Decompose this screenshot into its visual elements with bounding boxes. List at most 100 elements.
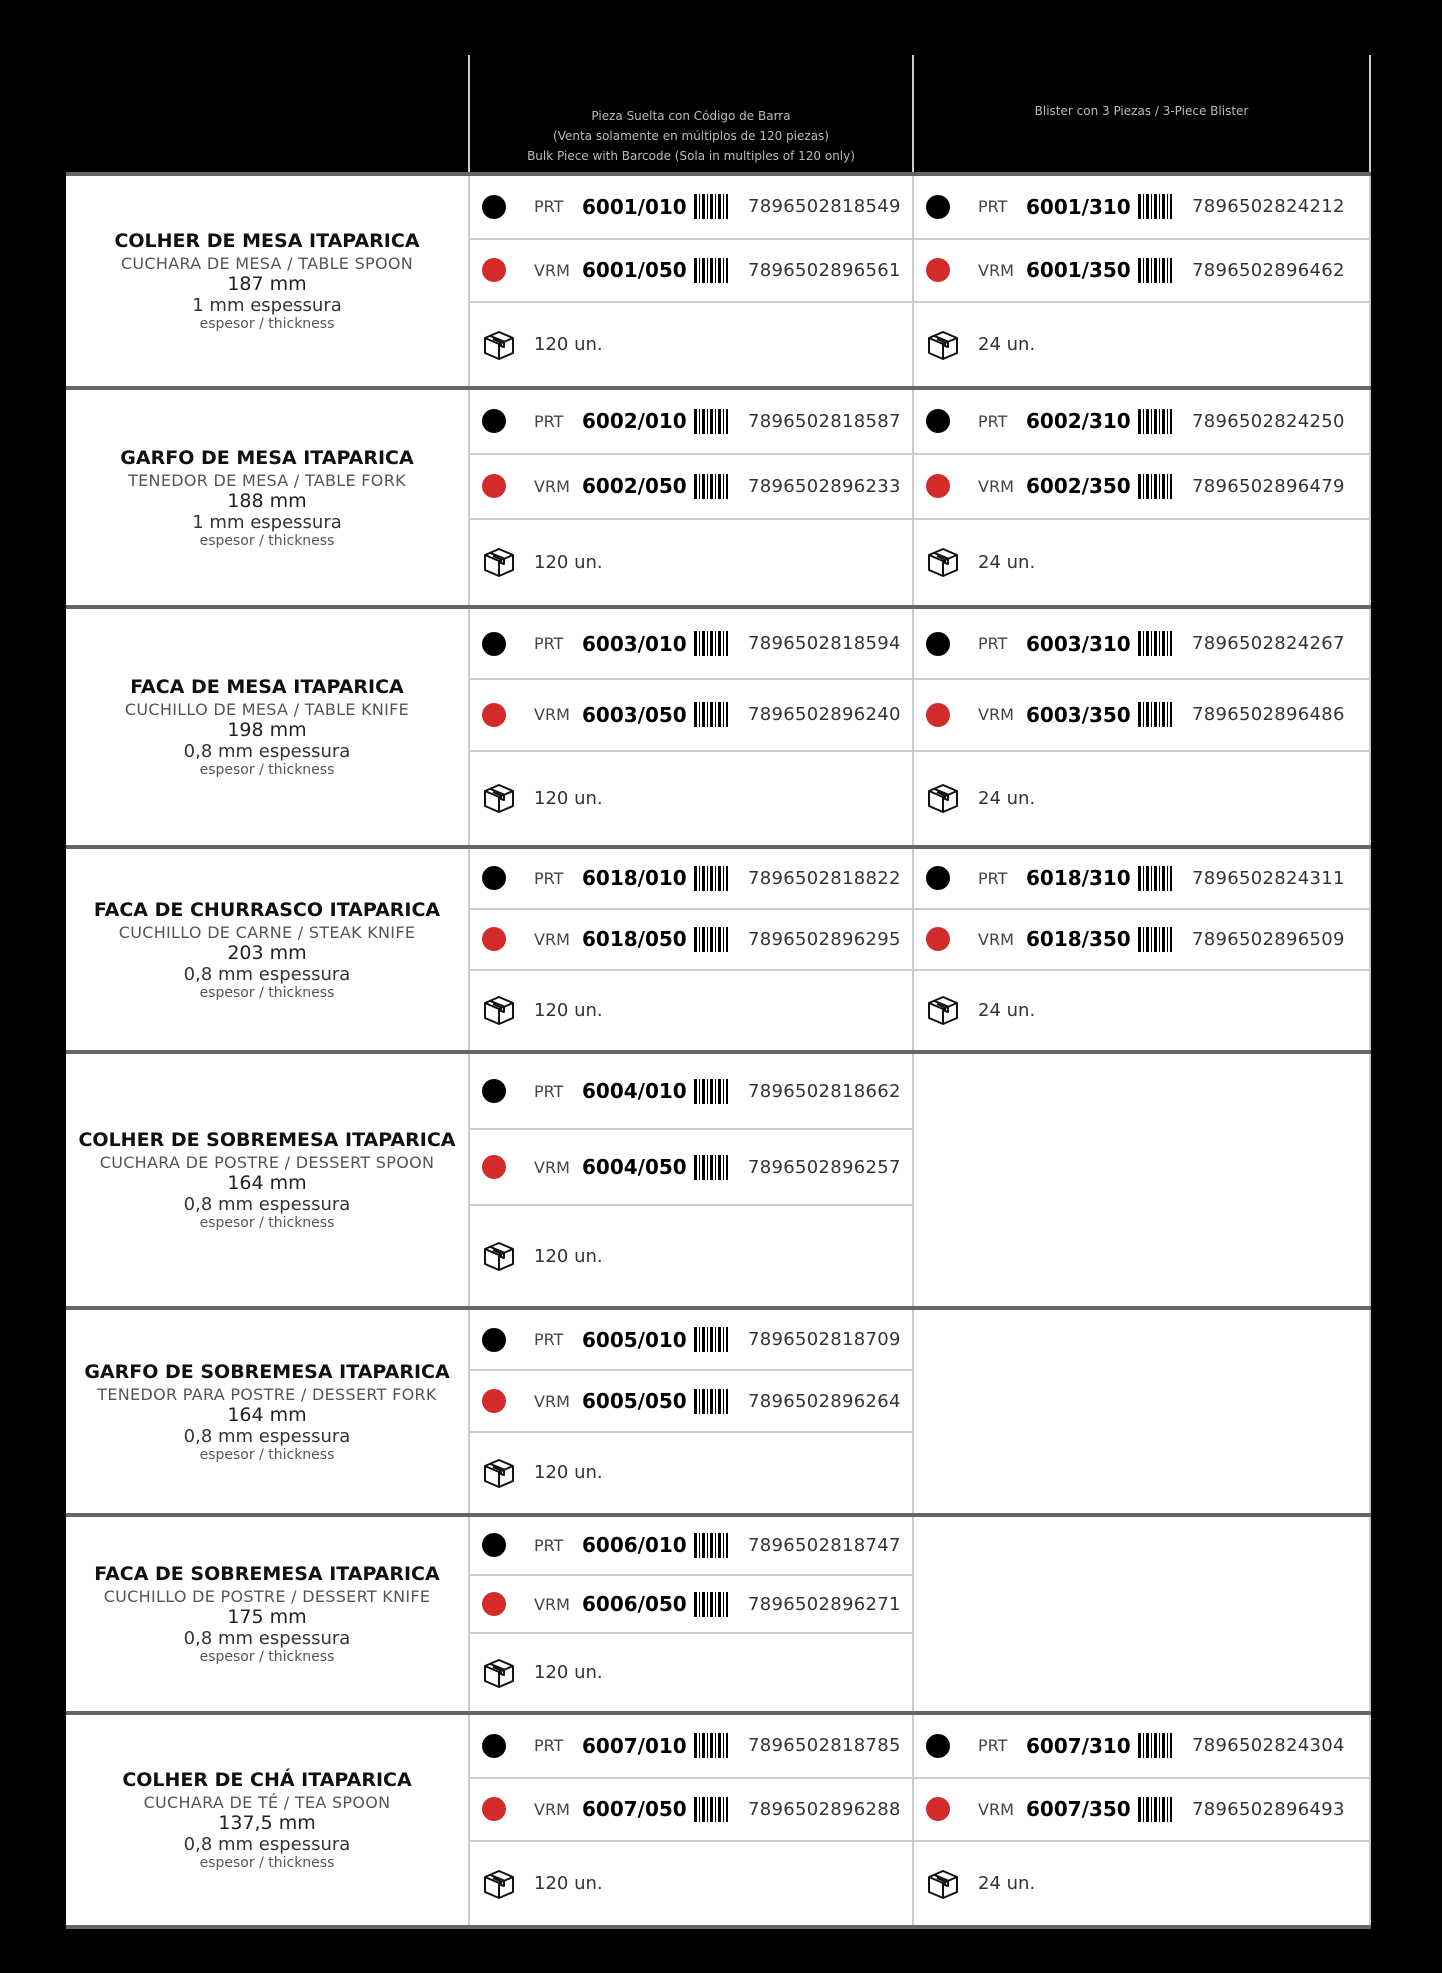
bulk-column: PRT 6007/010 7896502818785 VRM 6007/050 78965…	[468, 1715, 912, 1925]
product-code: 6002/050	[582, 474, 687, 499]
barcode-icon	[1138, 631, 1172, 657]
barcode-icon	[694, 257, 728, 283]
black-finish-dot-icon	[482, 409, 506, 434]
barcode-icon	[694, 926, 728, 952]
variant-row-vrm: VRM 6018/350 7896502896509	[914, 910, 1369, 971]
variant-row-prt: PRT 6001/010 7896502818549	[470, 176, 912, 240]
pack-quantity-row: 120 un.	[470, 1634, 912, 1711]
ean-number: 7896502896288	[748, 1798, 901, 1820]
product-subtitle: CUCHILLO DE POSTRE / DESSERT KNIFE	[103, 1587, 431, 1606]
product-row: FACA DE MESA ITAPARICA CUCHILLO DE MESA /…	[66, 609, 1371, 849]
product-code: 6001/350	[1026, 258, 1131, 283]
product-subtitle: CUCHILLO DE CARNE / STEAK KNIFE	[118, 922, 416, 942]
product-thickness: 0,8 mm espessura	[183, 1834, 351, 1855]
barcode-icon	[694, 473, 728, 499]
bulk-column: PRT 6002/010 7896502818587 VRM 6002/050 78965…	[468, 390, 912, 605]
pack-quantity: 120 un.	[534, 1873, 603, 1894]
product-code: 6006/010	[582, 1533, 687, 1558]
product-code: 6002/350	[1026, 474, 1131, 499]
finish-label: PRT	[534, 1081, 564, 1101]
thickness-label: espesor / thickness	[199, 762, 335, 778]
blister-column: PRT 6001/310 7896502824212 VRM 6001/350 78965…	[912, 176, 1371, 386]
ean-number: 7896502824304	[1192, 1735, 1345, 1757]
red-finish-dot-icon	[482, 1797, 506, 1822]
finish-label: VRM	[978, 1799, 1014, 1819]
pack-quantity-row: 120 un.	[470, 752, 912, 846]
header-bulk-line2: (Venta solamente en múltiplos de 120 pie…	[553, 129, 829, 143]
finish-label: VRM	[534, 929, 570, 949]
product-code: 6005/050	[582, 1389, 687, 1414]
ean-number: 7896502818587	[748, 410, 901, 432]
finish-label: PRT	[978, 868, 1008, 888]
barcode-icon	[694, 1796, 728, 1822]
ean-number: 7896502818709	[748, 1329, 901, 1351]
product-title: COLHER DE CHÁ ITAPARICA	[122, 1769, 412, 1791]
product-name-cell: GARFO DE MESA ITAPARICA TENEDOR DE MESA /…	[66, 390, 468, 605]
red-finish-dot-icon	[482, 258, 506, 283]
product-code: 6007/010	[582, 1733, 687, 1758]
product-code: 6005/010	[582, 1327, 687, 1352]
barcode-icon	[694, 631, 728, 657]
thickness-label: espesor / thickness	[199, 1215, 335, 1231]
variant-row-prt: PRT 6004/010 7896502818662	[470, 1054, 912, 1131]
pack-quantity-row: 120 un.	[470, 1433, 912, 1513]
pack-quantity: 24 un.	[978, 551, 1036, 573]
variant-row-prt: PRT 6018/310 7896502824311	[914, 849, 1369, 910]
finish-label: VRM	[534, 1391, 570, 1411]
product-code: 6018/350	[1026, 927, 1131, 952]
pack-quantity-row: 120 un.	[470, 971, 912, 1050]
finish-label: VRM	[978, 929, 1014, 949]
ean-number: 7896502896233	[748, 475, 901, 497]
box-icon	[482, 781, 516, 815]
bulk-column: PRT 6005/010 7896502818709 VRM 6005/050 78965…	[468, 1310, 912, 1513]
variant-row-vrm: VRM 6001/050 7896502896561	[470, 240, 912, 303]
header-bulk-line1: Pieza Suelta con Código de Barra	[591, 109, 791, 123]
product-length: 187 mm	[227, 273, 307, 295]
header-empty-cell	[66, 55, 468, 172]
product-title: FACA DE SOBREMESA ITAPARICA	[94, 1563, 440, 1585]
variant-row-vrm: VRM 6002/350 7896502896479	[914, 455, 1369, 520]
variant-row-vrm: VRM 6007/050 7896502896288	[470, 1779, 912, 1842]
product-code: 6001/010	[582, 194, 687, 219]
table-header: Pieza Suelta con Código de Barra (Venta …	[66, 55, 1371, 176]
product-code: 6006/050	[582, 1592, 687, 1617]
ean-number: 7896502896271	[748, 1593, 901, 1615]
ean-number: 7896502818785	[748, 1735, 901, 1757]
product-code: 6002/010	[582, 409, 687, 434]
ean-number: 7896502818549	[748, 196, 901, 218]
header-blister-label: Blister con 3 Piezas / 3-Piece Blister	[1034, 103, 1249, 118]
product-code: 6003/050	[582, 702, 687, 727]
product-code: 6001/050	[582, 258, 687, 283]
barcode-icon	[1138, 194, 1172, 220]
pack-quantity-row: 120 un.	[470, 1206, 912, 1306]
product-code: 6004/050	[582, 1155, 687, 1180]
red-finish-dot-icon	[482, 1389, 506, 1414]
product-code: 6018/010	[582, 866, 687, 891]
finish-label: VRM	[978, 260, 1014, 280]
variant-row-vrm: VRM 6018/050 7896502896295	[470, 910, 912, 971]
red-finish-dot-icon	[482, 474, 506, 499]
ean-number: 7896502896240	[748, 704, 901, 726]
product-code: 6001/310	[1026, 194, 1131, 219]
product-name-cell: FACA DE SOBREMESA ITAPARICA CUCHILLO DE P…	[66, 1517, 468, 1711]
thickness-label: espesor / thickness	[199, 1446, 335, 1463]
blister-column: PRT 6018/310 7896502824311 VRM 6018/350 78965…	[912, 849, 1371, 1050]
product-length: 137,5 mm	[218, 1812, 316, 1834]
finish-label: PRT	[534, 868, 564, 888]
product-title: FACA DE CHURRASCO ITAPARICA	[93, 898, 441, 921]
variant-row-vrm: VRM 6003/350 7896502896486	[914, 680, 1369, 752]
bulk-column: PRT 6018/010 7896502818822 VRM 6018/050 78965…	[468, 849, 912, 1050]
barcode-icon	[1138, 473, 1172, 499]
thickness-label: espesor / thickness	[199, 1855, 335, 1871]
ean-number: 7896502896493	[1192, 1798, 1345, 1820]
barcode-icon	[1138, 408, 1172, 434]
ean-number: 7896502896462	[1192, 259, 1345, 281]
red-finish-dot-icon	[926, 1797, 950, 1822]
variant-row-vrm: VRM 6002/050 7896502896233	[470, 455, 912, 520]
ean-number: 7896502818822	[748, 867, 901, 889]
pack-quantity-row: 24 un.	[914, 752, 1369, 846]
product-table: Pieza Suelta con Código de Barra (Venta …	[66, 55, 1371, 1929]
product-thickness: 0,8 mm espessura	[183, 1194, 351, 1215]
box-icon	[926, 545, 960, 579]
ean-number: 7896502824212	[1192, 196, 1345, 218]
